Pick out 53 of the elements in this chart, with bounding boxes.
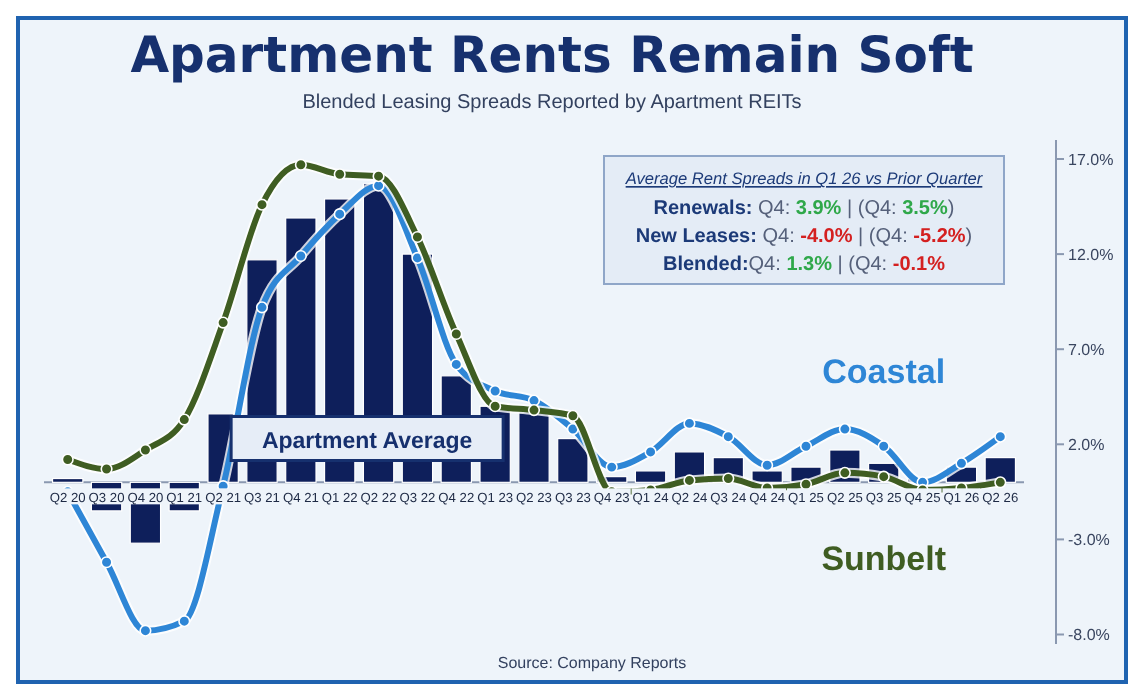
point [877, 440, 890, 453]
y-tick-label: 12.0% [1068, 246, 1114, 265]
chart-subtitle: Blended Leasing Spreads Reported by Apartment REITs [302, 92, 802, 114]
point [450, 358, 463, 371]
point [372, 170, 385, 183]
source-note: Source: Company Reports [497, 654, 687, 672]
bar [634, 470, 667, 483]
point [566, 409, 579, 422]
y-tick-label: -8.0% [1068, 626, 1110, 645]
series-label: Sunbelt [821, 539, 947, 578]
annotation: Average Rent Spreads in Q1 26 vs Prior Quarter [623, 168, 985, 188]
point [61, 453, 74, 466]
point [722, 430, 735, 443]
point [489, 384, 502, 398]
point [683, 474, 696, 487]
point [100, 556, 113, 569]
y-tick-label: -3.0% [1068, 531, 1110, 550]
point [411, 230, 424, 244]
y-tick-label: 17.0% [1068, 151, 1114, 170]
y-tick-label: 2.0% [1068, 436, 1105, 455]
point [722, 472, 735, 485]
annotation: Blended:Q4: 1.3% | (Q4: -0.1% [663, 254, 946, 276]
chart-title: Apartment Rents Remain Soft [130, 26, 974, 84]
point [217, 316, 230, 329]
series-label: Apartment Average [261, 430, 473, 455]
point [139, 443, 152, 457]
point [838, 423, 851, 436]
point [333, 208, 346, 221]
point [178, 615, 191, 628]
point [489, 400, 502, 413]
point [100, 462, 113, 476]
point [605, 461, 618, 474]
point [683, 417, 696, 430]
bar [518, 411, 550, 483]
y-tick-label: 7.0% [1068, 341, 1105, 360]
point [799, 440, 813, 453]
series-label: Coastal [822, 353, 946, 392]
point [255, 198, 269, 211]
point [761, 459, 774, 472]
annotation: New Leases: Q4: -4.0% | (Q4: -5.2%) [635, 226, 973, 248]
point [644, 445, 657, 458]
point [333, 168, 346, 181]
annotation: Renewals: Q4: 3.9% | (Q4: 3.5%) [653, 198, 955, 220]
point [294, 249, 307, 263]
point [450, 327, 463, 341]
point [994, 430, 1007, 443]
point [294, 158, 307, 171]
point [255, 301, 269, 314]
point [994, 476, 1007, 489]
point [955, 457, 968, 470]
point [139, 624, 152, 637]
point [178, 413, 191, 426]
point [527, 403, 541, 417]
